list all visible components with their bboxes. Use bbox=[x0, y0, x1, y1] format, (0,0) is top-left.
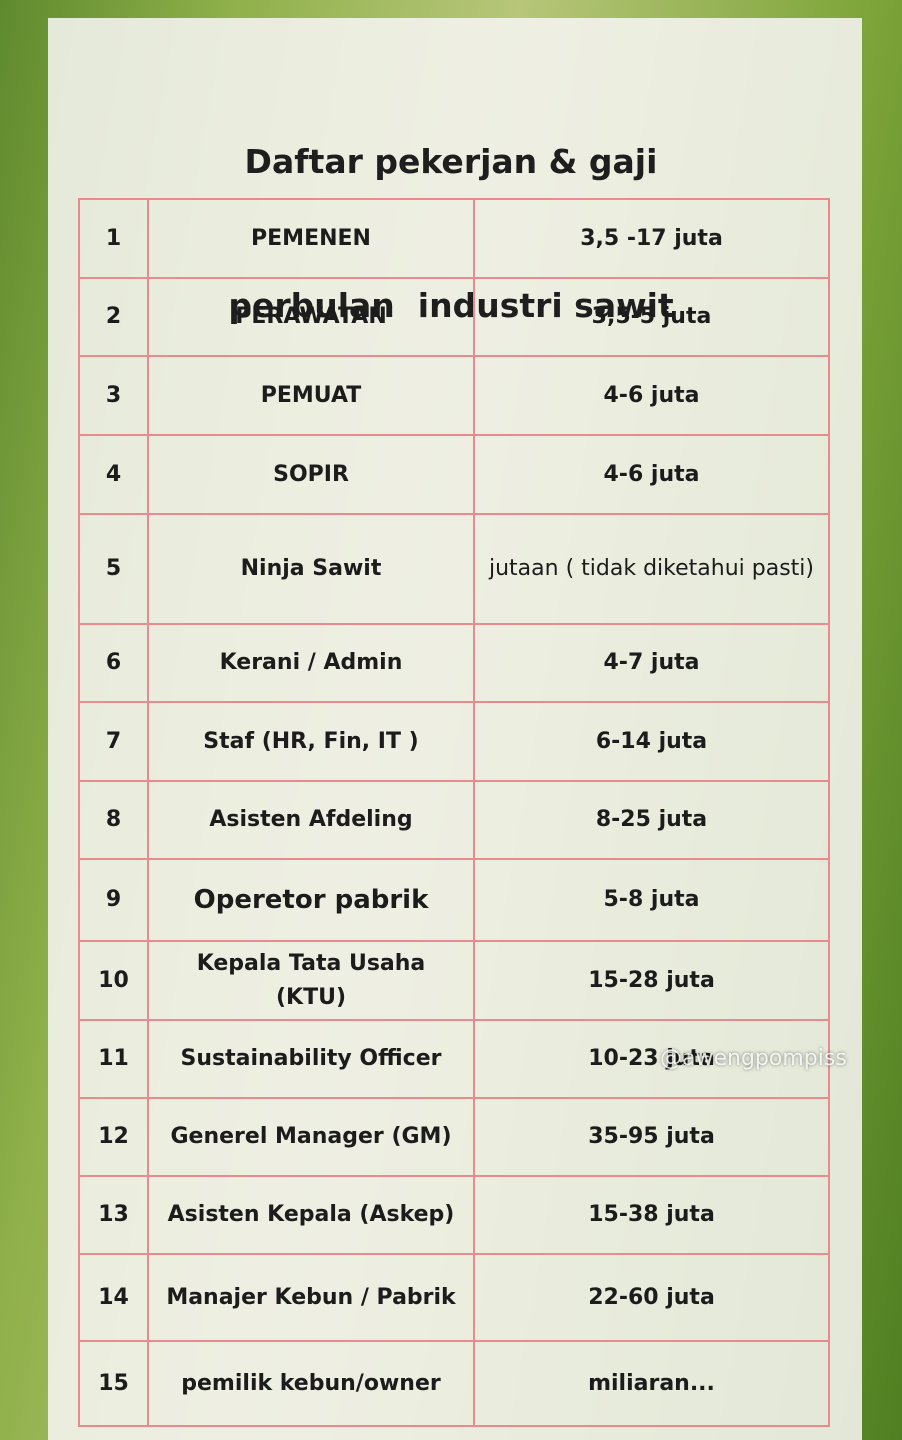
row-number: 5 bbox=[78, 513, 149, 625]
salary: 10-23 juta bbox=[473, 1019, 830, 1099]
row-number: 3 bbox=[78, 355, 149, 436]
table-row: 14 Manajer Kebun / Pabrik 22-60 juta bbox=[78, 1253, 830, 1342]
job-title: PEMENEN bbox=[147, 198, 475, 279]
job-title: Sustainability Officer bbox=[147, 1019, 475, 1099]
table-row: 10 Kepala Tata Usaha (KTU) 15-28 juta bbox=[78, 940, 830, 1021]
job-title: Asisten Kepala (Askep) bbox=[147, 1175, 475, 1255]
watermark: @awengpompiss bbox=[660, 1046, 847, 1071]
table-row: 8 Asisten Afdeling 8-25 juta bbox=[78, 780, 830, 860]
job-title: Kepala Tata Usaha (KTU) bbox=[147, 940, 475, 1021]
table-row: 2 PERAWATAN 3,5-5 juta bbox=[78, 277, 830, 357]
job-title: Operetor pabrik bbox=[147, 858, 475, 942]
title-line: Daftar pekerjan & gaji bbox=[244, 142, 658, 181]
row-number: 11 bbox=[78, 1019, 149, 1099]
salary: 5-8 juta bbox=[473, 858, 830, 942]
job-title: Ninja Sawit bbox=[147, 513, 475, 625]
row-number: 7 bbox=[78, 701, 149, 782]
row-number: 14 bbox=[78, 1253, 149, 1342]
row-number: 15 bbox=[78, 1340, 149, 1427]
salary: jutaan ( tidak diketahui pasti) bbox=[473, 513, 830, 625]
salary: 15-28 juta bbox=[473, 940, 830, 1021]
table-row: 6 Kerani / Admin 4-7 juta bbox=[78, 623, 830, 703]
salary: 3,5-5 juta bbox=[473, 277, 830, 357]
salary: 8-25 juta bbox=[473, 780, 830, 860]
job-title: Asisten Afdeling bbox=[147, 780, 475, 860]
job-title: PEMUAT bbox=[147, 355, 475, 436]
job-title: Kerani / Admin bbox=[147, 623, 475, 703]
table-row: 4 SOPIR 4-6 juta bbox=[78, 434, 830, 515]
salary: 6-14 juta bbox=[473, 701, 830, 782]
job-title: PERAWATAN bbox=[147, 277, 475, 357]
table-row: 15 pemilik kebun/owner miliaran... bbox=[78, 1340, 830, 1427]
salary-table: 1 PEMENEN 3,5 -17 juta 2 PERAWATAN 3,5-5 juta… bbox=[78, 198, 830, 1427]
table-row: 5 Ninja Sawit jutaan ( tidak diketahui pas… bbox=[78, 513, 830, 625]
row-number: 13 bbox=[78, 1175, 149, 1255]
job-title: pemilik kebun/owner bbox=[147, 1340, 475, 1427]
row-number: 9 bbox=[78, 858, 149, 942]
job-title: SOPIR bbox=[147, 434, 475, 515]
salary: 15-38 juta bbox=[473, 1175, 830, 1255]
salary: miliaran... bbox=[473, 1340, 830, 1427]
table-row: 3 PEMUAT 4-6 juta bbox=[78, 355, 830, 436]
table-row: 7 Staf (HR, Fin, IT ) 6-14 juta bbox=[78, 701, 830, 782]
table-row: 11 Sustainability Officer 10-23 juta bbox=[78, 1019, 830, 1099]
job-title: Generel Manager (GM) bbox=[147, 1097, 475, 1177]
row-number: 2 bbox=[78, 277, 149, 357]
salary: 35-95 juta bbox=[473, 1097, 830, 1177]
job-title: Manajer Kebun / Pabrik bbox=[147, 1253, 475, 1342]
job-title: Staf (HR, Fin, IT ) bbox=[147, 701, 475, 782]
row-number: 10 bbox=[78, 940, 149, 1021]
table-row: 1 PEMENEN 3,5 -17 juta bbox=[78, 198, 830, 279]
salary: 22-60 juta bbox=[473, 1253, 830, 1342]
row-number: 1 bbox=[78, 198, 149, 279]
table-row: 9 Operetor pabrik 5-8 juta bbox=[78, 858, 830, 942]
salary: 4-6 juta bbox=[473, 355, 830, 436]
row-number: 6 bbox=[78, 623, 149, 703]
row-number: 8 bbox=[78, 780, 149, 860]
row-number: 12 bbox=[78, 1097, 149, 1177]
table-row: 12 Generel Manager (GM) 35-95 juta bbox=[78, 1097, 830, 1177]
salary: 3,5 -17 juta bbox=[473, 198, 830, 279]
table-row: 13 Asisten Kepala (Askep) 15-38 juta bbox=[78, 1175, 830, 1255]
salary: 4-6 juta bbox=[473, 434, 830, 515]
salary: 4-7 juta bbox=[473, 623, 830, 703]
row-number: 4 bbox=[78, 434, 149, 515]
